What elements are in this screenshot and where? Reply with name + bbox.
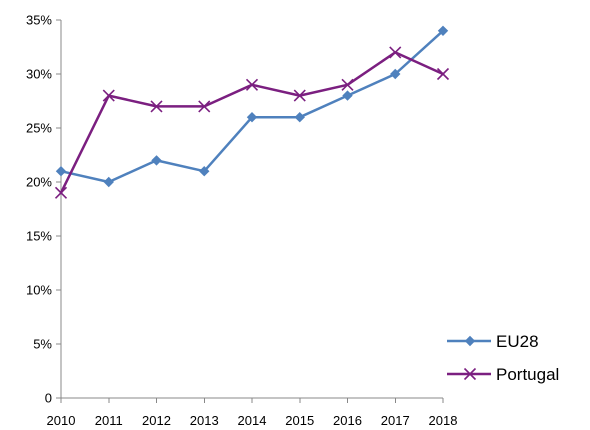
legend-label-eu28: EU28 [496, 332, 539, 351]
data-point-eu28 [199, 165, 210, 177]
y-tick-label: 25% [26, 121, 52, 136]
x-tick-label: 2018 [429, 413, 458, 428]
data-point-eu28 [437, 25, 449, 37]
series-line-eu28 [59, 29, 445, 184]
marker-x-stroke [150, 100, 163, 113]
series-lines [54, 25, 450, 199]
marker-x-stroke [293, 89, 306, 102]
y-tick-label: 30% [26, 67, 52, 82]
data-point-eu28 [246, 111, 258, 123]
data-point-portugal [293, 89, 306, 102]
x-tick-label: 2017 [381, 413, 410, 428]
y-tick-label: 0 [45, 391, 52, 406]
x-tick-label: 2016 [333, 413, 362, 428]
legend-marker-portugal [463, 367, 477, 381]
series-eu28 [55, 25, 449, 188]
series-line-portugal [59, 51, 445, 195]
data-point-portugal [389, 46, 402, 59]
y-tick-label: 20% [26, 175, 52, 190]
x-tick-label: 2012 [142, 413, 171, 428]
data-point-eu28 [294, 111, 305, 123]
data-point-portugal [341, 78, 354, 91]
legend: EU28 Portugal [447, 332, 559, 384]
data-point-eu28 [103, 176, 114, 188]
marker-x-stroke [198, 100, 211, 113]
data-point-eu28 [55, 165, 67, 177]
data-point-portugal [102, 89, 115, 102]
series-portugal [54, 46, 450, 199]
marker-x-stroke [102, 89, 115, 102]
x-tick-label: 2013 [190, 413, 219, 428]
x-axis-ticks: 2010 2011 2012 2013 2014 2015 2016 2017 2018 [47, 398, 458, 428]
marker-x-stroke [463, 367, 477, 381]
data-point-portugal [198, 100, 211, 113]
data-point-eu28 [342, 90, 353, 101]
data-point-portugal [245, 78, 259, 91]
data-point-eu28 [151, 155, 162, 166]
marker-x-stroke [54, 186, 68, 199]
x-tick-label: 2011 [95, 413, 123, 428]
y-tick-label: 35% [26, 13, 52, 28]
legend-item-eu28: EU28 [447, 332, 539, 351]
legend-marker-eu28 [464, 335, 476, 347]
y-tick-label: 10% [26, 283, 52, 298]
y-tick-label: 5% [33, 337, 52, 352]
x-tick-label: 2010 [47, 413, 76, 428]
data-point-portugal [436, 67, 450, 81]
marker-x-stroke [341, 78, 354, 91]
data-point-portugal [54, 186, 68, 199]
y-axis-ticks: 0 5% 10% 15% 20% 25% 30% 35% [26, 13, 61, 406]
data-point-eu28 [390, 68, 401, 80]
y-tick-label: 15% [26, 229, 52, 244]
x-tick-label: 2015 [285, 413, 314, 428]
data-point-portugal [150, 100, 163, 113]
marker-x-stroke [389, 46, 402, 59]
x-tick-label: 2014 [238, 413, 267, 428]
legend-label-portugal: Portugal [496, 365, 559, 384]
marker-x-stroke [245, 78, 259, 91]
legend-item-portugal: Portugal [447, 365, 559, 384]
axes [60, 20, 443, 399]
marker-x-stroke [436, 67, 450, 81]
